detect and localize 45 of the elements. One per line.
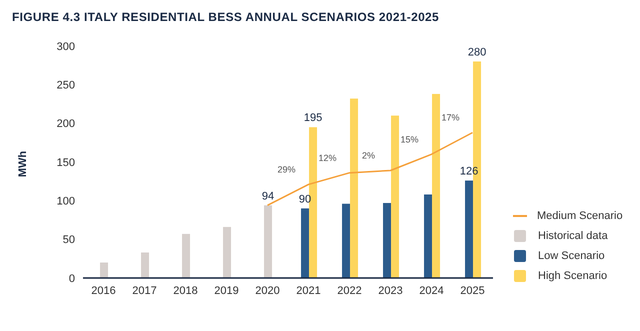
chart-title: FIGURE 4.3 ITALY RESIDENTIAL BESS ANNUAL SCENARIOS 2021-2025 [12, 10, 440, 24]
annotation: 29% [277, 164, 296, 174]
x-tick-label: 2018 [173, 284, 198, 297]
annotation: 17% [441, 112, 460, 123]
bar [100, 262, 108, 278]
bar [182, 234, 190, 278]
x-tick-label: 2025 [460, 284, 485, 297]
x-tick-label: 2024 [419, 284, 444, 297]
x-tick-label: 2021 [296, 284, 321, 297]
x-tick-label: 2017 [132, 284, 157, 297]
x-tick-label: 2019 [214, 284, 239, 297]
data-label: 94 [262, 190, 274, 202]
x-tick-label: 2016 [91, 284, 116, 297]
bar [391, 116, 400, 278]
annotation: 12% [318, 152, 337, 163]
legend-label: Historical data [538, 230, 608, 242]
y-tick-label: 0 [68, 272, 75, 285]
annotation: 2% [362, 150, 376, 161]
y-tick-label: 50 [62, 234, 75, 246]
bar [301, 208, 310, 278]
y-tick-label: 100 [56, 196, 75, 208]
y-tick-label: 200 [56, 118, 75, 130]
x-tick-label: 2023 [378, 284, 403, 297]
y-tick-label: 300 [56, 40, 75, 53]
bar [432, 94, 440, 278]
legend-label: High Scenario [538, 270, 608, 282]
y-axis-title: MWh [17, 150, 30, 178]
bar [342, 204, 350, 278]
bar [309, 127, 318, 278]
bar [141, 252, 150, 278]
legend-label: Low Scenario [538, 250, 605, 262]
data-label: 195 [304, 112, 322, 124]
legend-label: Medium Scenario [537, 210, 623, 222]
x-tick-label: 2022 [337, 284, 362, 297]
bar [424, 194, 432, 278]
x-tick-label: 2020 [255, 284, 280, 297]
bar [350, 98, 358, 278]
y-tick-label: 250 [56, 80, 75, 92]
bar [223, 226, 232, 278]
annotation: 15% [400, 134, 419, 144]
y-tick-label: 150 [56, 156, 75, 169]
data-label: 280 [468, 46, 486, 58]
bar [264, 205, 272, 278]
bar [465, 180, 474, 278]
bar [383, 202, 392, 278]
